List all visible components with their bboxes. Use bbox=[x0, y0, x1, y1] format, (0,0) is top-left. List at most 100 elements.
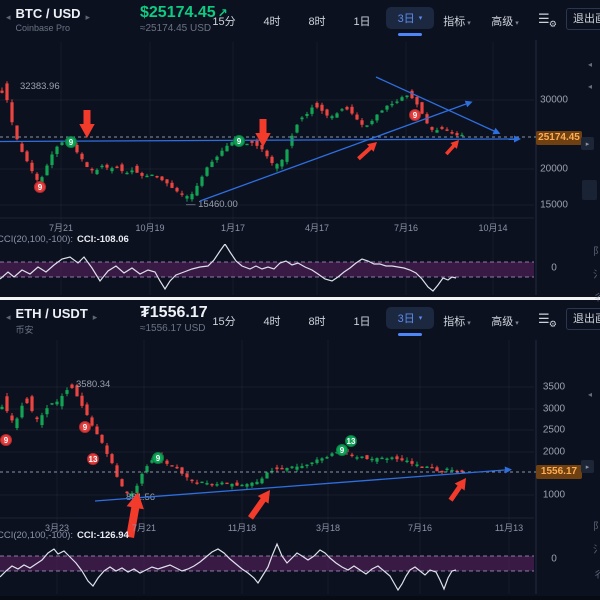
date-label: 11月18 bbox=[227, 523, 257, 533]
next-symbol-icon[interactable]: ▸ bbox=[92, 312, 98, 322]
exchange-name: 币安 bbox=[15, 325, 34, 335]
tab-15m[interactable]: 15分 bbox=[212, 16, 236, 28]
cci-indicator-label: CCI(20,100,-100): CCI:-108.06 bbox=[0, 234, 129, 245]
advanced-button[interactable]: 高级 ▾ bbox=[491, 316, 519, 328]
cci-band bbox=[0, 556, 534, 571]
extreme-price-label: — 15460.00 bbox=[186, 199, 238, 210]
cci-band bbox=[0, 262, 534, 277]
price-axis-label: 20000 bbox=[540, 163, 568, 175]
trendline-arrowhead bbox=[464, 100, 473, 108]
td-sequential-badge: 9 bbox=[65, 136, 77, 148]
trendline-arrowhead bbox=[504, 466, 512, 474]
expand-panel-button[interactable]: ▸ bbox=[581, 137, 594, 150]
extreme-price-label: 3580.34 bbox=[76, 379, 110, 390]
td-sequential-badge: 13 bbox=[345, 435, 357, 447]
trendline bbox=[94, 469, 506, 502]
exchange-name: Coinbase Pro bbox=[15, 23, 71, 33]
date-label: 3月23 bbox=[44, 523, 70, 533]
next-symbol-icon[interactable]: ▸ bbox=[85, 12, 91, 22]
list-icon: ☰ bbox=[538, 311, 550, 326]
indicators-button[interactable]: 指标 ▾ bbox=[443, 16, 471, 28]
gear-icon: ⚙ bbox=[548, 19, 557, 29]
date-label: 7月16 bbox=[393, 223, 419, 233]
symbol-name: ETH / USDT bbox=[15, 306, 88, 321]
date-label: 7月16 bbox=[407, 523, 433, 533]
trendline bbox=[199, 103, 467, 202]
price-block: $25174.45 ↗ ≈25174.45 USD bbox=[140, 5, 228, 35]
tab-1d[interactable]: 1日 bbox=[353, 316, 371, 328]
bottom-edge bbox=[0, 596, 600, 600]
clipped-edge-text: 彳 bbox=[593, 293, 600, 304]
tab-3d-selected[interactable]: 3日 ▾ bbox=[386, 7, 434, 29]
chevron-down-icon: ▾ bbox=[515, 320, 519, 327]
price-axis-label: 3500 bbox=[542, 381, 566, 393]
trendline bbox=[375, 76, 495, 132]
annotation-arrow bbox=[357, 142, 377, 161]
symbol-block[interactable]: BTC / USD Coinbase Pro bbox=[15, 7, 81, 34]
gear-icon: ⚙ bbox=[548, 319, 557, 329]
date-label: 4月17 bbox=[304, 223, 330, 233]
date-label: 11月13 bbox=[494, 523, 524, 533]
scrollbar-thumb[interactable] bbox=[582, 180, 597, 200]
exit-pip-button[interactable]: 退出画中画 bbox=[566, 308, 600, 330]
date-label: 7月21 bbox=[131, 523, 157, 533]
date-label: 10月14 bbox=[478, 223, 508, 233]
td-sequential-badge: 9 bbox=[79, 421, 91, 433]
eth-header: ◂ ETH / USDT 币安 ▸ ₮1556.17 ≈1556.17 USD … bbox=[0, 300, 600, 340]
cci-value: CCI:-108.06 bbox=[77, 234, 129, 245]
annotation-arrow bbox=[248, 490, 270, 520]
tab-1d[interactable]: 1日 bbox=[353, 16, 371, 28]
annotation-arrow bbox=[255, 119, 271, 147]
chart-settings-button[interactable]: ☰ ⚙ bbox=[538, 310, 558, 329]
clipped-edge-text: 阝 bbox=[593, 522, 600, 533]
active-tab-underline bbox=[398, 33, 422, 36]
last-price-tag: 1556.17 bbox=[536, 465, 582, 479]
collapse-arrow-icon: ◂ bbox=[588, 60, 593, 69]
tab-8h[interactable]: 8时 bbox=[308, 316, 326, 328]
tab-4h[interactable]: 4时 bbox=[263, 316, 281, 328]
cci-zero-label: 0 bbox=[551, 553, 557, 565]
cci-line bbox=[0, 244, 457, 292]
expand-panel-button[interactable]: ▸ bbox=[581, 460, 594, 473]
price-approx: ≈25174.45 USD bbox=[140, 23, 212, 34]
tab-4h[interactable]: 4时 bbox=[263, 16, 281, 28]
panel-separator bbox=[0, 297, 600, 300]
price-block: ₮1556.17 ≈1556.17 USD bbox=[140, 304, 210, 335]
chart-settings-button[interactable]: ☰ ⚙ bbox=[538, 10, 558, 29]
last-price: ₮1556.17 bbox=[140, 304, 208, 321]
chevron-down-icon: ▾ bbox=[515, 20, 519, 27]
price-axis-label: 2500 bbox=[542, 424, 566, 436]
symbol-selector: ◂ BTC / USD Coinbase Pro ▸ bbox=[6, 7, 91, 34]
chevron-down-icon: ▾ bbox=[418, 315, 423, 322]
advanced-button[interactable]: 高级 ▾ bbox=[491, 16, 519, 28]
btc-header: ◂ BTC / USD Coinbase Pro ▸ $25174.45 ↗ ≈2… bbox=[0, 0, 600, 40]
prev-symbol-icon[interactable]: ◂ bbox=[6, 312, 11, 322]
td-sequential-badge: 13 bbox=[87, 453, 99, 465]
prev-symbol-icon[interactable]: ◂ bbox=[6, 12, 11, 22]
td-sequential-badge: 9 bbox=[409, 109, 421, 121]
price-approx: ≈1556.17 USD bbox=[140, 323, 206, 334]
td-sequential-badge: 9 bbox=[0, 434, 12, 446]
collapse-arrow-icon: ◂ bbox=[588, 390, 593, 399]
price-direction-icon: ↗ bbox=[217, 6, 228, 20]
last-price-tag: 25174.45 bbox=[536, 131, 582, 145]
active-tab-underline bbox=[398, 333, 422, 336]
tab-15m[interactable]: 15分 bbox=[212, 316, 236, 328]
date-label: 1月17 bbox=[220, 223, 246, 233]
tab-8h[interactable]: 8时 bbox=[308, 16, 326, 28]
exit-pip-button[interactable]: 退出画中画 bbox=[566, 8, 600, 30]
symbol-block[interactable]: ETH / USDT 币安 bbox=[16, 307, 88, 336]
td-sequential-badge: 9 bbox=[34, 181, 46, 193]
td-sequential-badge: 9 bbox=[233, 135, 245, 147]
annotation-arrow bbox=[448, 478, 466, 502]
cci-value: CCI:-126.94 bbox=[77, 530, 129, 541]
price-axis-label: 2000 bbox=[542, 446, 566, 458]
clipped-edge-text: 阝 bbox=[593, 247, 600, 258]
symbol-selector: ◂ ETH / USDT 币安 ▸ bbox=[6, 307, 97, 336]
tab-3d-selected[interactable]: 3日 ▾ bbox=[386, 307, 434, 329]
indicators-button[interactable]: 指标 ▾ bbox=[443, 316, 471, 328]
clipped-edge-text: 氵 bbox=[593, 545, 600, 556]
collapse-arrow-icon: ◂ bbox=[588, 82, 593, 91]
trendline-arrowhead bbox=[514, 135, 521, 143]
